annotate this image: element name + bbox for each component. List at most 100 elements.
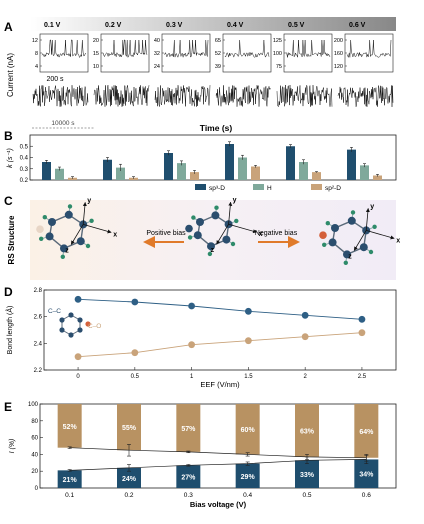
panel-d-point — [244, 307, 252, 315]
inset-tick-label: 40 — [154, 38, 160, 44]
long-trace — [32, 85, 89, 107]
inset-trace — [41, 39, 87, 58]
inset-cc-label: C–C — [48, 308, 61, 315]
inset-trace — [224, 39, 270, 58]
axis-x-label: x — [396, 237, 400, 244]
inset-trace — [346, 39, 392, 59]
panel-b-bar — [164, 153, 173, 180]
axis-x-arrow — [83, 224, 112, 234]
panel-e-bar-label: 63% — [300, 428, 315, 435]
panel-b-legend-swatch — [253, 184, 264, 190]
axis-y-arrow — [365, 208, 370, 231]
panel-d-ylabel: Bond length (Å) — [5, 306, 14, 355]
bias-label: 0.6 V — [349, 22, 366, 29]
axis-x-label: x — [113, 231, 117, 238]
panel-a-xlabel: Time (s) — [200, 123, 233, 133]
panel-e-frame — [39, 403, 397, 489]
panel-b-legend-swatch — [195, 184, 206, 190]
panel-letter-b: B — [4, 129, 13, 143]
hydrogen-atom — [343, 260, 348, 265]
hydrogen-atom — [207, 251, 213, 257]
long-scale-label: 10000 s — [51, 120, 75, 127]
panel-e-ytick-label: 20 — [31, 469, 38, 475]
panel-b-bar — [42, 162, 51, 180]
hydrogen-atom — [89, 218, 94, 223]
panel-e-xtick-label: 0.2 — [124, 492, 133, 499]
axis-y-label: y — [87, 197, 91, 204]
panel-d-point — [244, 337, 252, 345]
panel-d-chart: 2.8 2.6 2.4 2.2 0 0.5 1 1.5 2 2.5 EEF (V/nm) Bond l… — [5, 288, 397, 389]
oxygen-atom — [85, 321, 91, 327]
panel-e-bar-label: 33% — [300, 472, 315, 479]
panel-e-bar-bottom — [354, 459, 379, 488]
inset-tick-label: 15 — [93, 51, 99, 57]
hydrogen-atom — [67, 204, 73, 209]
panel-e-bar-bottom — [57, 470, 82, 488]
inset-tick-label: 10 — [93, 64, 99, 70]
panel-d-point — [301, 311, 309, 319]
panel-b-legend-swatch — [311, 184, 322, 190]
panel-e-bar-top — [176, 404, 201, 452]
carbon-atom — [48, 218, 56, 226]
panel-b-bar — [299, 162, 308, 180]
panel-b-bar — [347, 149, 356, 180]
long-trace — [154, 85, 211, 107]
inset-tick-label: 12 — [32, 38, 38, 44]
carbon-atom — [76, 237, 85, 246]
panel-d-point — [131, 298, 139, 306]
inset-co-label: C–O — [88, 323, 101, 330]
hydrogen-atom — [39, 236, 44, 241]
panel-e-bar-label: 60% — [241, 427, 256, 434]
inset-tick-label: 24 — [154, 64, 160, 70]
bias-label: 0.4 V — [227, 22, 244, 29]
panel-e-xtick-label: 0.5 — [302, 492, 311, 499]
panel-d-series-line — [78, 332, 362, 358]
panel-b-bar — [116, 167, 125, 180]
rs-structure-background — [30, 200, 396, 280]
positive-bias-label: Positive bias — [146, 230, 186, 237]
panel-e-bar-bottom — [176, 465, 201, 488]
carbon-atom — [77, 317, 83, 323]
axis-y-arrow — [228, 201, 233, 225]
panel-b-bar — [360, 165, 369, 180]
long-trace — [337, 85, 394, 107]
hydrogen-atom — [325, 221, 330, 226]
inset-trace — [102, 39, 148, 58]
panel-d-xtick-label: 0.5 — [131, 374, 140, 380]
carbon-atom — [328, 238, 337, 247]
panel-d-frame — [43, 289, 397, 371]
oxygen-atom — [36, 225, 44, 233]
negative-bias-label: Negative bias — [255, 230, 298, 237]
rs-structure-label: RS Structure — [7, 215, 16, 264]
panel-letter-e: E — [4, 400, 12, 414]
long-trace — [93, 85, 150, 108]
inset-tick-label: 52 — [215, 51, 221, 57]
inset-tick-label: 39 — [215, 64, 221, 70]
panel-d-ytick-label: 2.2 — [34, 368, 43, 374]
panel-b-bar — [177, 163, 186, 180]
panel-e-bar-label: 57% — [181, 426, 196, 433]
panel-b-bar — [373, 175, 382, 180]
panel-b-ytick-label: 0.5 — [20, 144, 29, 150]
panel-d-ytick-label: 2.8 — [34, 288, 43, 294]
inset-tick-label: 125 — [273, 38, 282, 44]
panel-d-ytick-label: 2.4 — [34, 341, 43, 347]
hydrogen-atom — [187, 235, 193, 240]
bias-label: 0.5 V — [288, 22, 305, 29]
hydrogen-atom — [322, 242, 327, 247]
panel-e-bar-top — [235, 404, 260, 455]
inset-tick-label: 120 — [334, 64, 343, 70]
panel-d-point — [131, 349, 139, 357]
axis-y-label: y — [370, 203, 374, 210]
panel-e-xlabel: Bias voltage (V) — [190, 500, 247, 509]
panel-e-ytick-label: 60 — [31, 436, 38, 442]
panel-b-legend-label: sp²-D — [325, 185, 341, 192]
panel-e-ytick-label: 100 — [28, 402, 39, 408]
panel-e-bar-label: 55% — [122, 425, 137, 432]
long-trace — [215, 85, 272, 107]
hydrogen-atom — [372, 224, 377, 229]
hydrogen-atom — [214, 205, 219, 210]
inset-tick-label: 75 — [276, 64, 282, 70]
panel-e-bar-bottom — [117, 467, 141, 488]
panel-b-bar — [251, 166, 260, 180]
